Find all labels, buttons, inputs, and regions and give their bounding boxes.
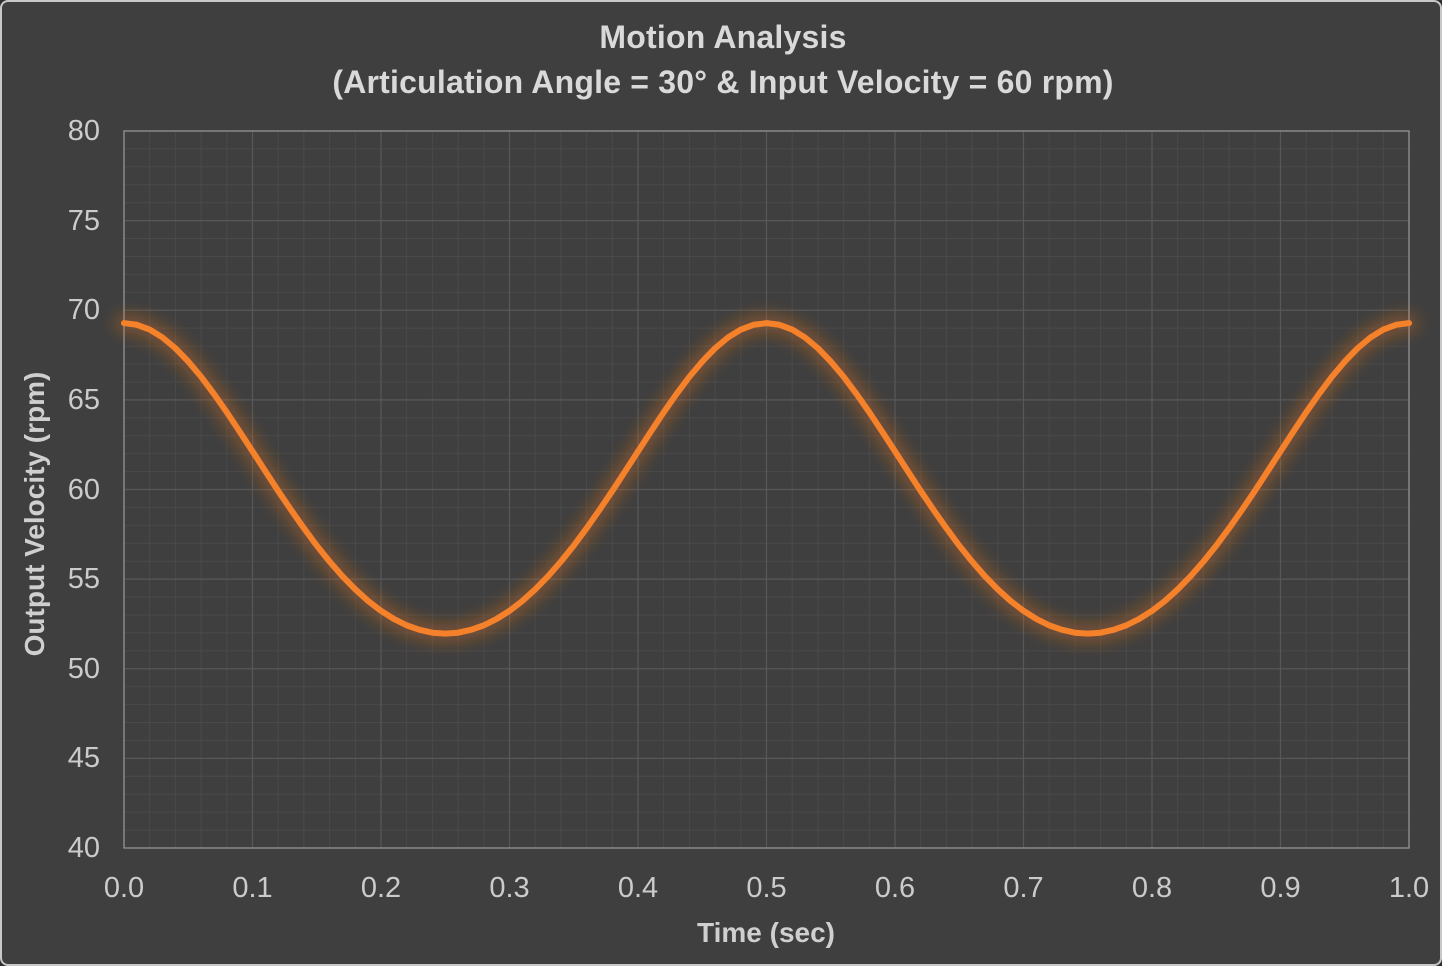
y-tick-label: 55 (67, 563, 100, 596)
y-tick-label: 50 (67, 652, 100, 685)
y-tick-label: 70 (67, 294, 100, 327)
chart-title: Motion Analysis (599, 19, 847, 55)
x-axis-title: Time (sec) (697, 917, 835, 948)
x-tick-label: 0.4 (617, 872, 659, 904)
x-tick-label: 0.8 (1131, 872, 1173, 904)
x-tick-label: 0.5 (746, 872, 787, 904)
y-tick-label: 80 (67, 115, 100, 147)
chart-title-block: Motion Analysis (Articulation Angle = 30… (2, 15, 1440, 105)
y-tick-label: 60 (67, 473, 100, 506)
x-tick-label: 0.1 (232, 872, 273, 904)
y-tick-label: 65 (67, 383, 100, 416)
series-line (121, 320, 1412, 637)
x-tick-label: 1.0 (1388, 872, 1430, 904)
x-tick-label: 0.9 (1260, 872, 1301, 904)
y-tick-label: 40 (67, 832, 100, 864)
x-tick-label: 0.0 (103, 872, 145, 904)
y-axis-title: Output Velocity (rpm) (19, 371, 50, 657)
x-tick-label: 0.3 (489, 872, 530, 904)
x-tick-label: 0.7 (1003, 872, 1044, 904)
chart-subtitle: (Articulation Angle = 30° & Input Veloci… (332, 64, 1114, 100)
y-tick-label: 45 (67, 742, 100, 775)
x-tick-label: 0.6 (874, 872, 916, 904)
x-tick-label: 0.2 (360, 872, 402, 904)
y-tick-label: 75 (67, 204, 100, 237)
